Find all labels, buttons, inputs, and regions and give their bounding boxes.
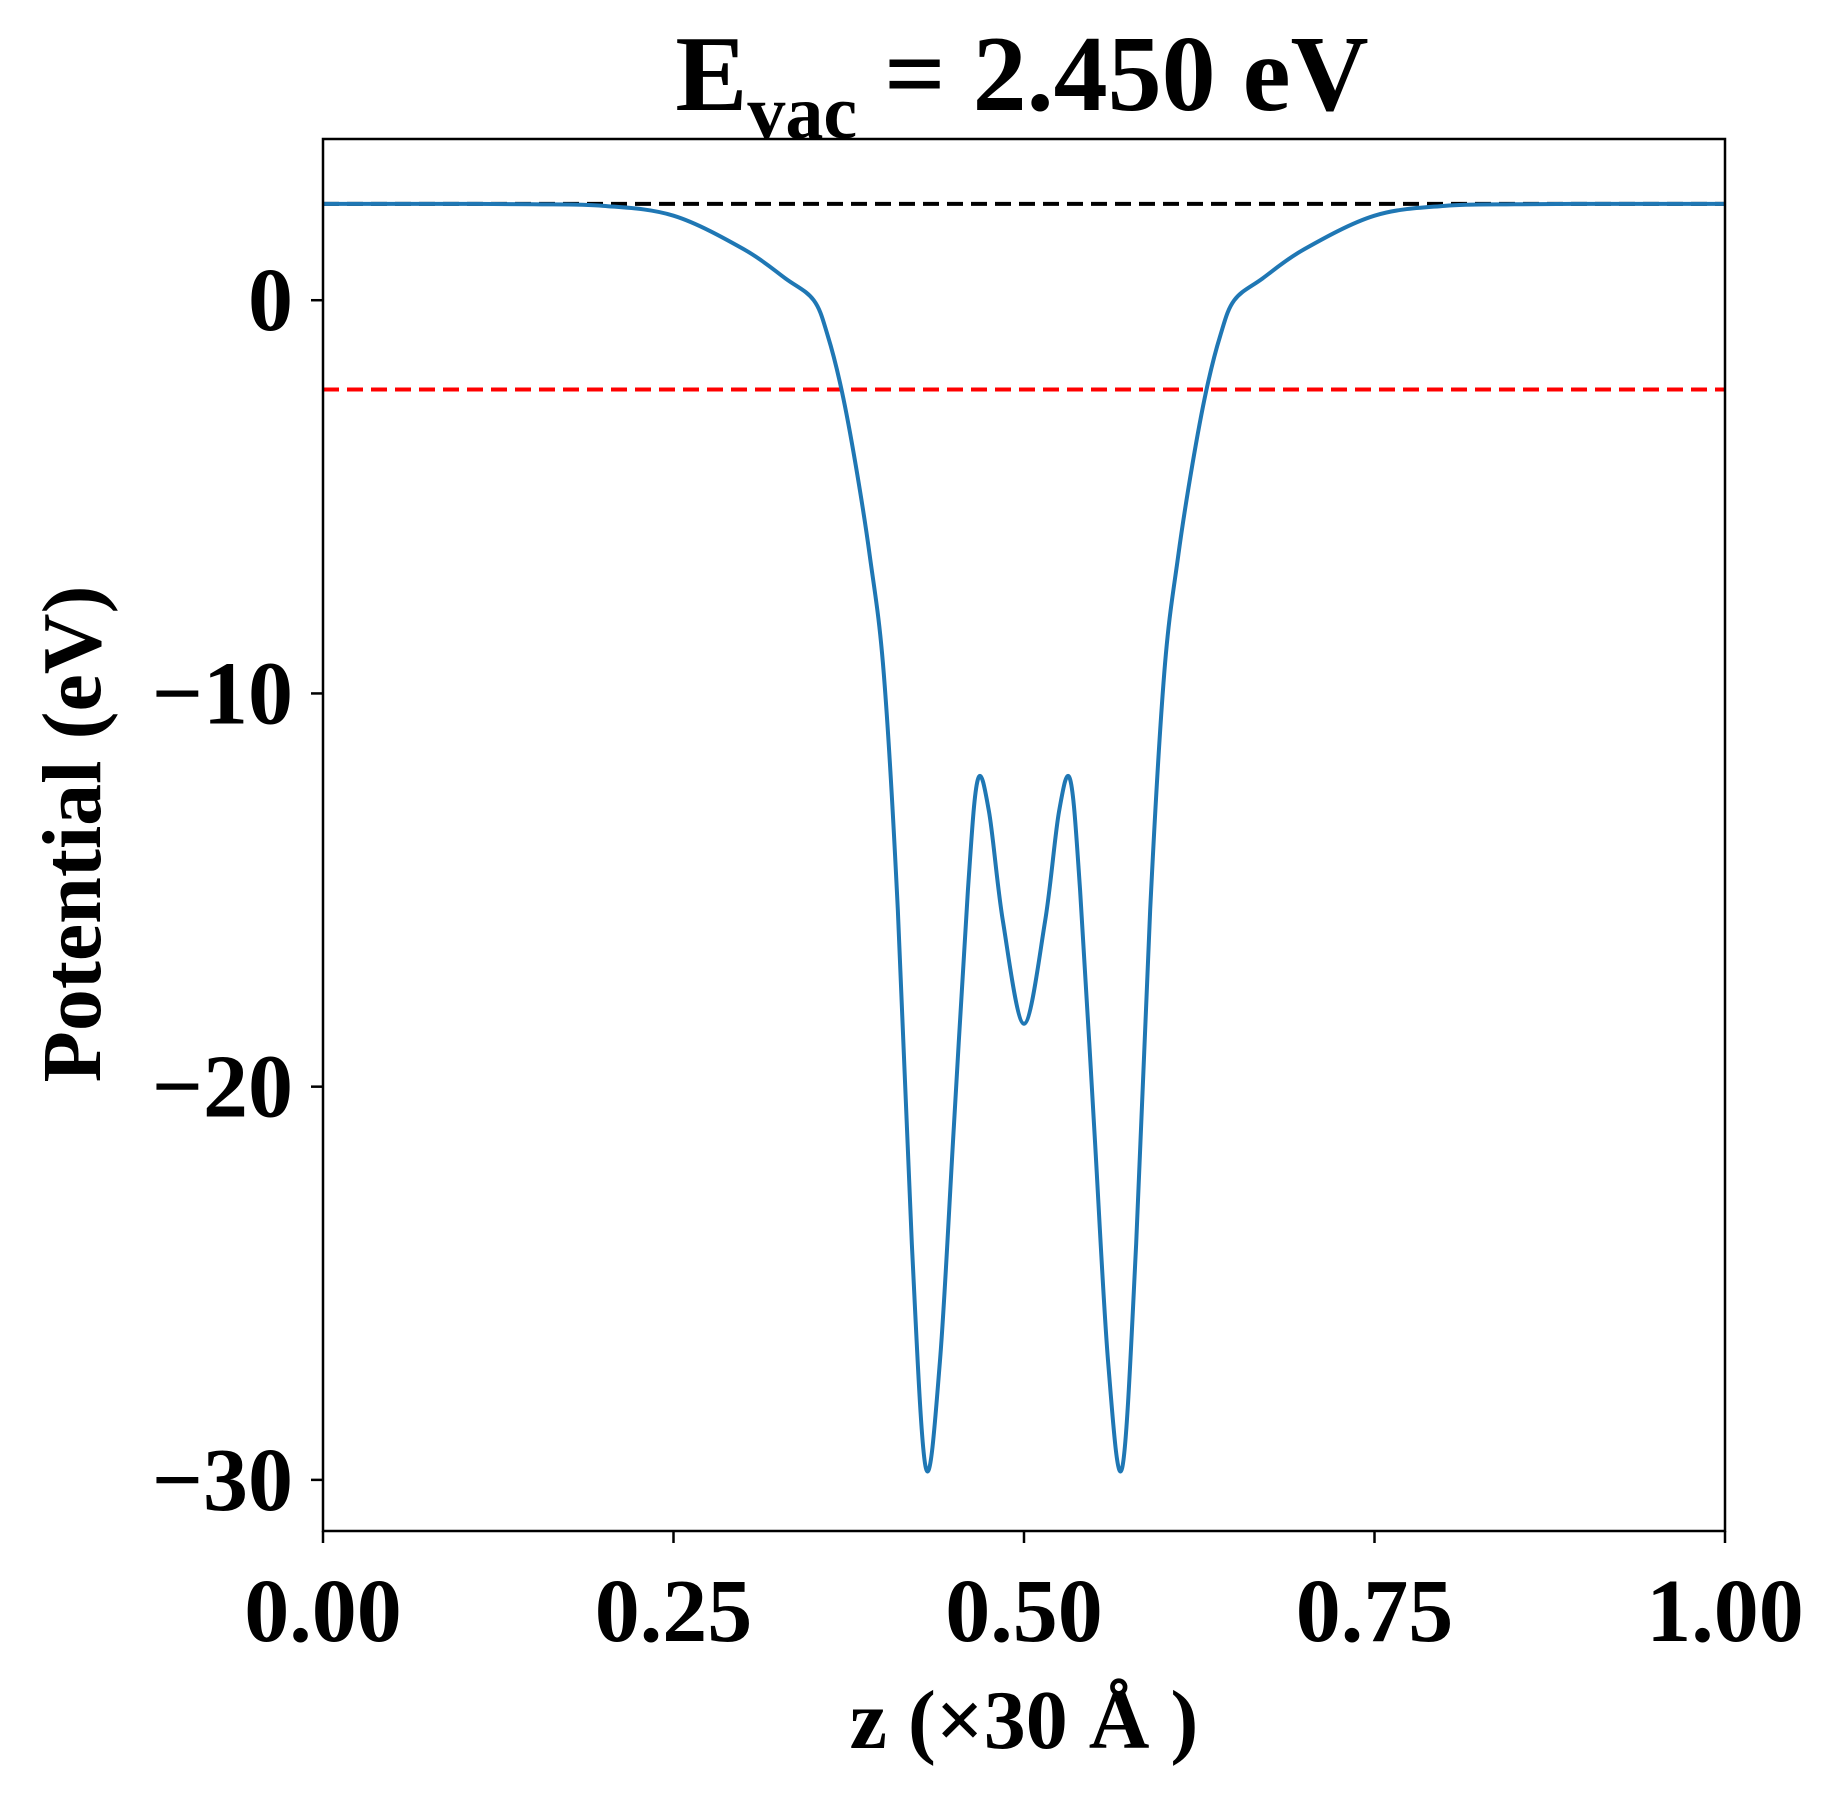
x-tick-label: 1.00	[1646, 1562, 1804, 1661]
y-tick-label: −30	[152, 1431, 293, 1530]
y-tick-label: 0	[248, 251, 293, 350]
chart-title: Evac = 2.450 eV	[675, 15, 1368, 155]
y-tick-label: −20	[152, 1038, 293, 1137]
x-tick-label: 0.75	[1296, 1562, 1454, 1661]
title-sub: vac	[747, 71, 857, 155]
title-main: E	[675, 15, 747, 134]
data-line	[323, 201, 1725, 1474]
x-tick-label: 0.50	[945, 1562, 1103, 1661]
title-rest: = 2.450 eV	[857, 15, 1368, 134]
plot-frame	[321, 137, 1727, 1533]
y-axis-label: Potential (eV)	[26, 586, 119, 1083]
y-tick-label: −10	[152, 644, 293, 743]
x-tick-label: 0.00	[244, 1562, 402, 1661]
x-tick-label: 0.25	[595, 1562, 753, 1661]
x-axis-label: z (×30 Å )	[850, 1674, 1199, 1767]
